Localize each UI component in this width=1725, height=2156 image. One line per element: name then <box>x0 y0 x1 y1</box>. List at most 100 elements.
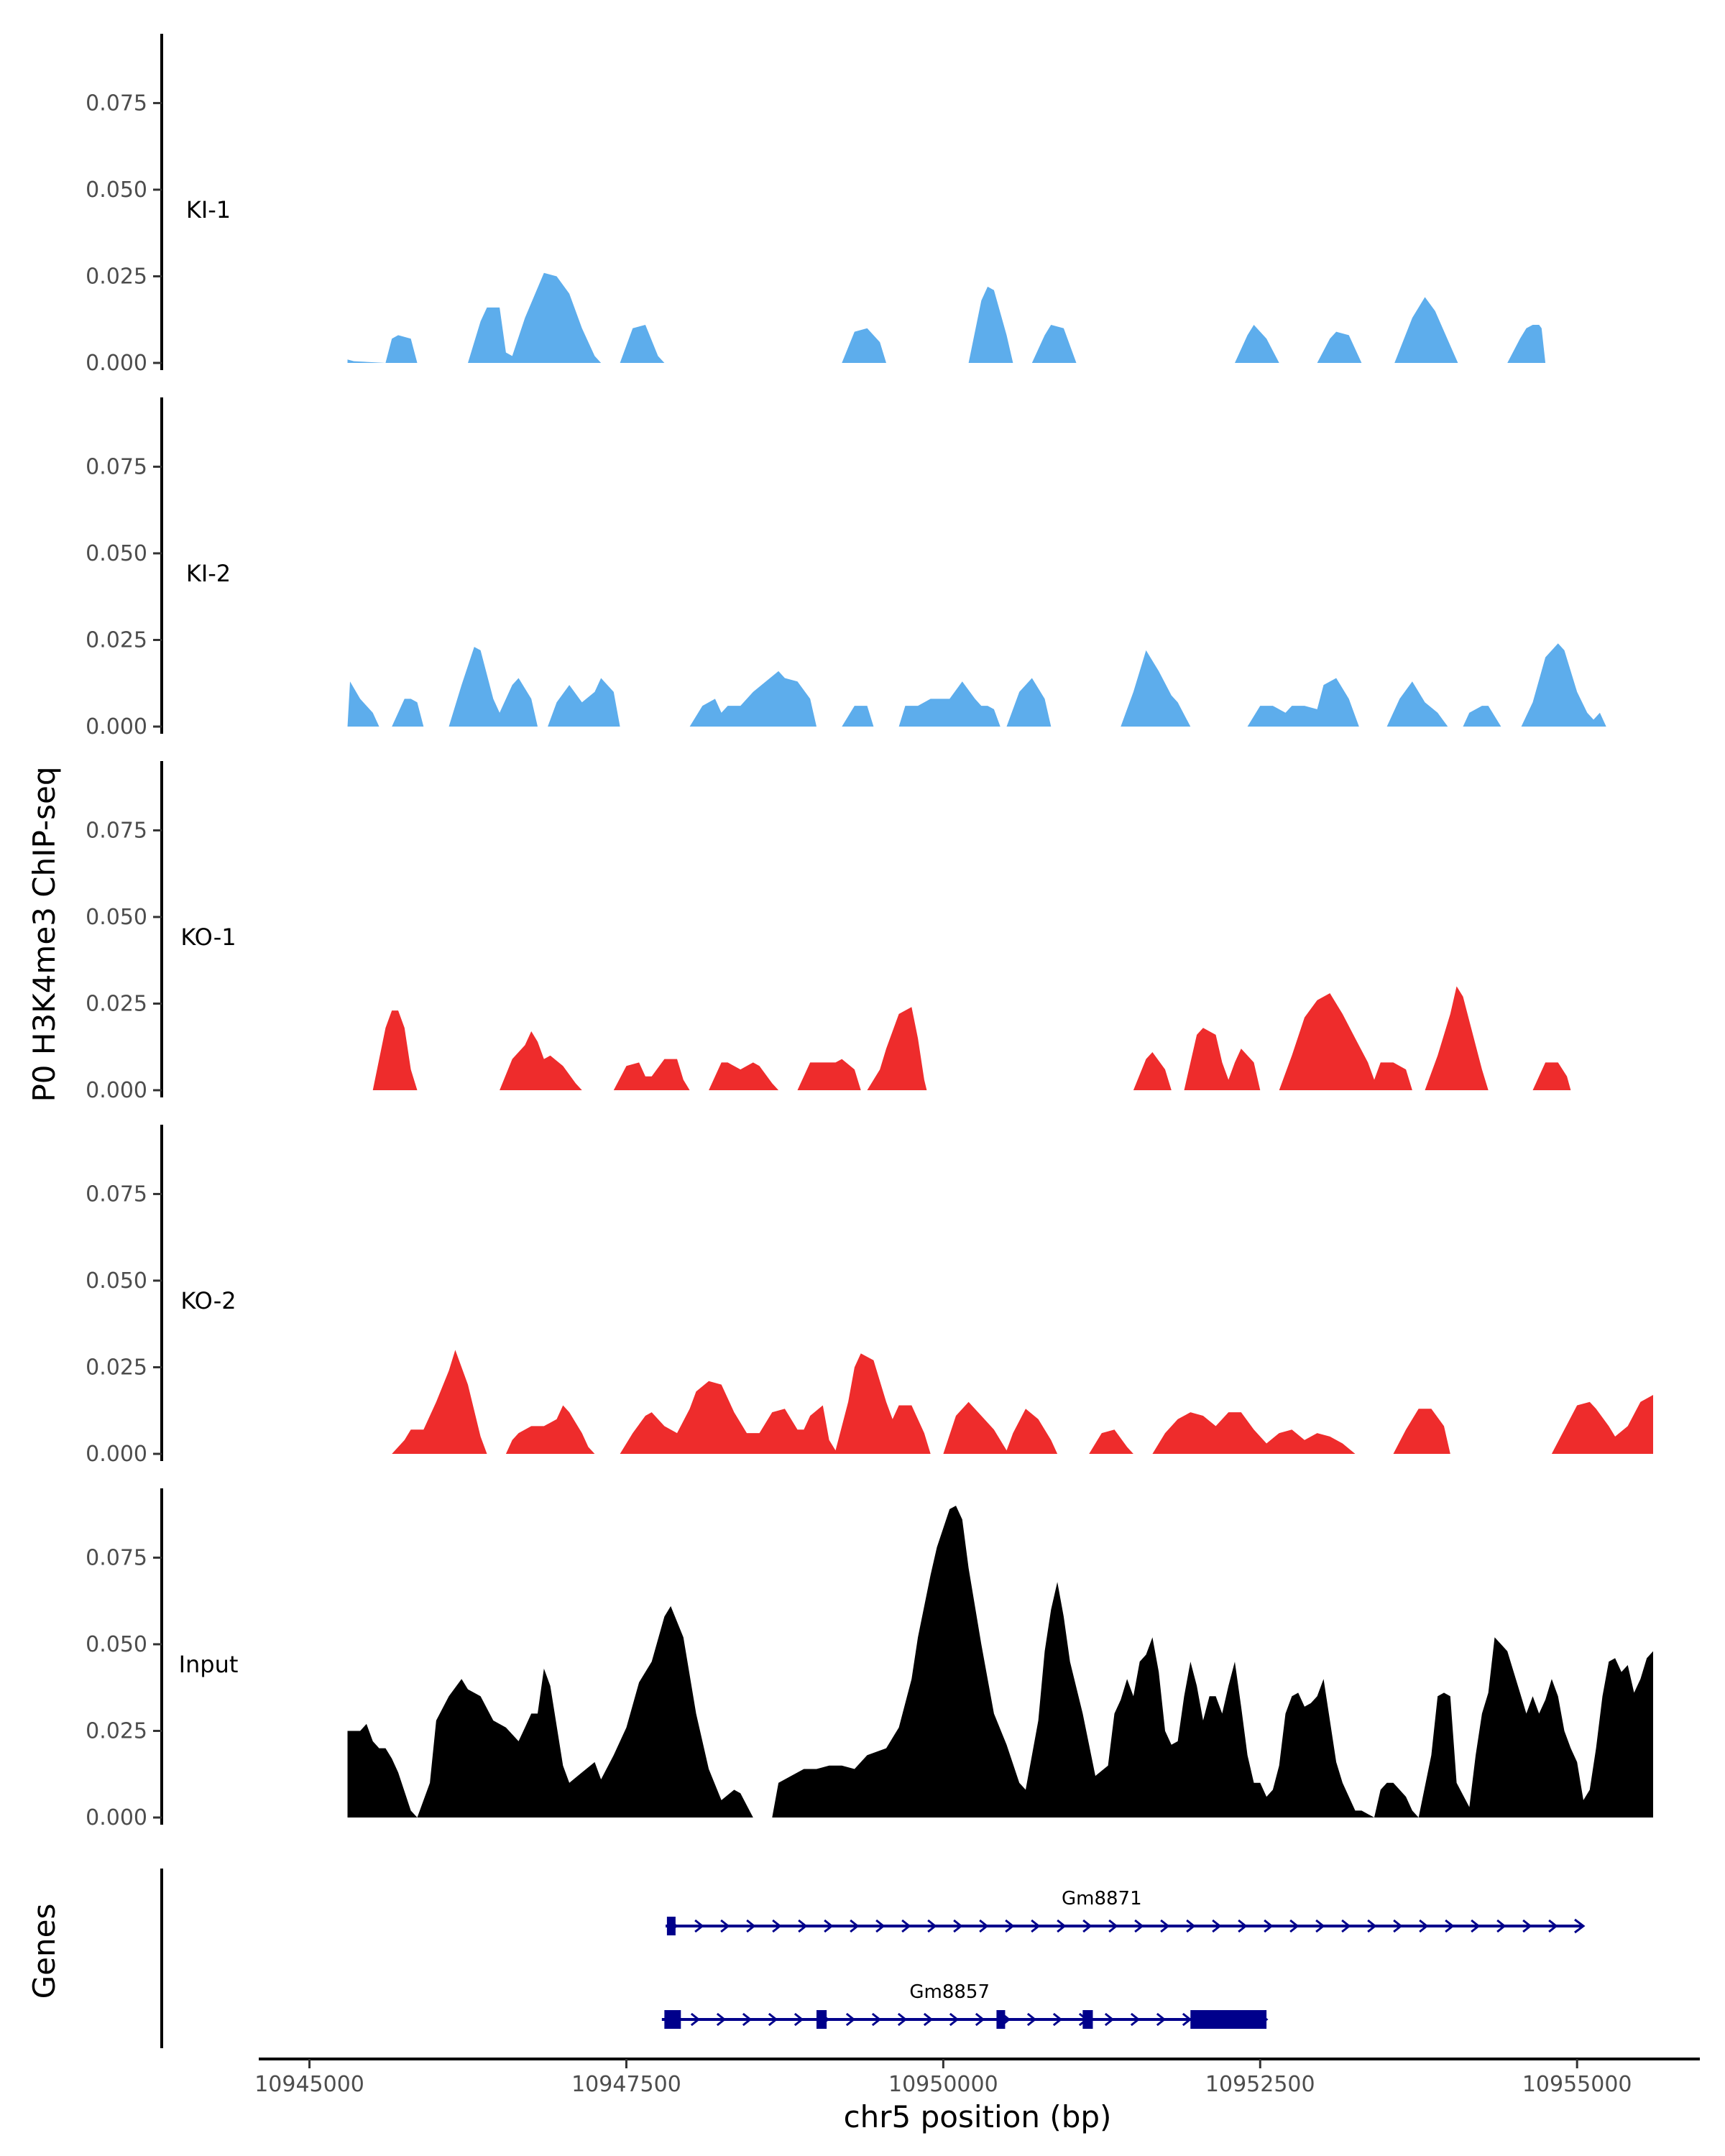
strand-arrow <box>742 2012 753 2027</box>
strand-arrow <box>1548 1919 1558 1933</box>
strand-arrow <box>901 1919 911 1933</box>
strand-arrow <box>1419 1919 1429 1933</box>
strand-arrow <box>1341 1919 1351 1933</box>
strand-arrow <box>1522 1919 1532 1933</box>
strand-arrow <box>772 1919 782 1933</box>
exon-block <box>816 2010 827 2029</box>
strand-arrow <box>1156 2012 1167 2027</box>
strand-arrow <box>871 2012 882 2027</box>
y-tick-label: 0.025 <box>86 627 147 653</box>
strand-arrow <box>1315 1919 1325 1933</box>
track-panel-ki-1: 0.000 0.025 0.050 0.075 KI-1 <box>86 34 1546 376</box>
exon-block <box>1190 2010 1267 2029</box>
strand-arrow <box>798 1919 808 1933</box>
track-label: KI-1 <box>186 196 231 224</box>
strand-arrow <box>1026 2012 1037 2027</box>
y-tick-label: 0.000 <box>86 1442 147 1467</box>
strand-arrow <box>1238 1919 1248 1933</box>
y-tick-label: 0.075 <box>86 454 147 479</box>
strand-arrow <box>720 1919 730 1933</box>
y-axis-title-genes: Genes <box>27 1904 62 1999</box>
strand-arrow <box>1289 1919 1300 1933</box>
y-axis-title-tracks: P0 H3K4me3 ChIP-seq <box>27 766 62 1102</box>
coverage-area-input <box>347 1506 1653 1818</box>
strand-arrow <box>1367 1919 1377 1933</box>
strand-arrow <box>949 2012 960 2027</box>
track-panel-ko-2: 0.000 0.025 0.050 0.075 KO-2 <box>86 1125 1654 1467</box>
strand-arrow <box>1057 1919 1067 1933</box>
track-label: KO-1 <box>180 923 236 951</box>
x-tick-label: 10945000 <box>254 2072 364 2097</box>
strand-arrow <box>746 1919 756 1933</box>
strand-arrow <box>1005 1919 1015 1933</box>
gene-model-gm8857: Gm8857 <box>661 1981 1269 2029</box>
strand-arrow <box>1134 1919 1144 1933</box>
exon-block <box>1082 2010 1093 2029</box>
strand-arrow <box>824 1919 834 1933</box>
y-tick-label: 0.000 <box>86 1078 147 1103</box>
y-tick-label: 0.075 <box>86 1545 147 1570</box>
track-label: KI-2 <box>186 560 231 587</box>
strand-arrow <box>1186 1919 1196 1933</box>
x-axis: 10945000 10947500 10950000 10952500 10955000 <box>254 2058 1700 2097</box>
coverage-area-ko-2 <box>392 1350 1654 1454</box>
exon-block <box>664 2010 681 2029</box>
exon-block <box>666 1917 676 1935</box>
strand-arrow <box>1264 1919 1274 1933</box>
x-tick-label: 10952500 <box>1205 2072 1315 2097</box>
gene-label: Gm8857 <box>909 1981 990 2003</box>
strand-arrow <box>927 1919 937 1933</box>
y-tick-label: 0.075 <box>86 1181 147 1207</box>
strand-arrow <box>875 1919 886 1933</box>
y-tick-label: 0.050 <box>86 1632 147 1657</box>
gene-label: Gm8871 <box>1062 1888 1142 1909</box>
strand-arrow <box>1031 1919 1041 1933</box>
x-tick-label: 10955000 <box>1522 2072 1632 2097</box>
x-tick-label: 10950000 <box>888 2072 998 2097</box>
gene-annotation-panel: Gm8871 Gm8857 <box>160 1869 1586 2048</box>
y-tick-label: 0.025 <box>86 991 147 1016</box>
y-tick-label: 0.075 <box>86 818 147 843</box>
strand-arrow <box>1471 1919 1481 1933</box>
y-tick-label: 0.000 <box>86 714 147 740</box>
strand-arrow <box>1182 2012 1192 2027</box>
strand-arrow <box>1212 1919 1222 1933</box>
y-tick-label: 0.025 <box>86 264 147 289</box>
coverage-area-ko-1 <box>372 986 1571 1090</box>
track-label: Input <box>179 1651 239 1678</box>
strand-arrow <box>923 2012 934 2027</box>
strand-arrow <box>1574 1918 1586 1934</box>
strand-arrow <box>694 1919 704 1933</box>
chip-seq-tracks: 0.0000.0250.0500.075KI-10.0000.0250.0500… <box>86 34 1654 1830</box>
track-label: KO-2 <box>180 1287 236 1314</box>
strand-arrow <box>1052 2012 1063 2027</box>
strand-arrow <box>1108 1919 1118 1933</box>
track-panel-ko-1: 0.000 0.025 0.050 0.075 KO-1 <box>86 761 1571 1103</box>
y-tick-label: 0.050 <box>86 178 147 203</box>
y-tick-label: 0.025 <box>86 1355 147 1380</box>
gene-model-gm8871: Gm8871 <box>666 1888 1586 1935</box>
coverage-area-ki-1 <box>347 272 1546 363</box>
y-tick-label: 0.000 <box>86 351 147 376</box>
strand-arrow <box>1445 1919 1455 1933</box>
y-tick-label: 0.050 <box>86 1268 147 1294</box>
strand-arrow <box>850 1919 860 1933</box>
strand-arrow <box>897 2012 908 2027</box>
y-tick-label: 0.050 <box>86 905 147 930</box>
track-panel-input: 0.000 0.025 0.050 0.075 Input <box>86 1488 1653 1830</box>
y-tick-label: 0.025 <box>86 1718 147 1743</box>
strand-arrow <box>975 2012 985 2027</box>
strand-arrow <box>953 1919 963 1933</box>
strand-arrow <box>690 2012 701 2027</box>
strand-arrow <box>1496 1919 1506 1933</box>
x-tick-label: 10947500 <box>571 2072 681 2097</box>
strand-arrow <box>1104 2012 1115 2027</box>
strand-arrow <box>716 2012 727 2027</box>
strand-arrow <box>1160 1919 1170 1933</box>
coverage-area-ki-2 <box>347 643 1606 727</box>
strand-arrow <box>794 2012 804 2027</box>
track-panel-ki-2: 0.000 0.025 0.050 0.075 KI-2 <box>86 397 1606 740</box>
exon-block <box>996 2010 1006 2029</box>
strand-arrow <box>1082 1919 1092 1933</box>
